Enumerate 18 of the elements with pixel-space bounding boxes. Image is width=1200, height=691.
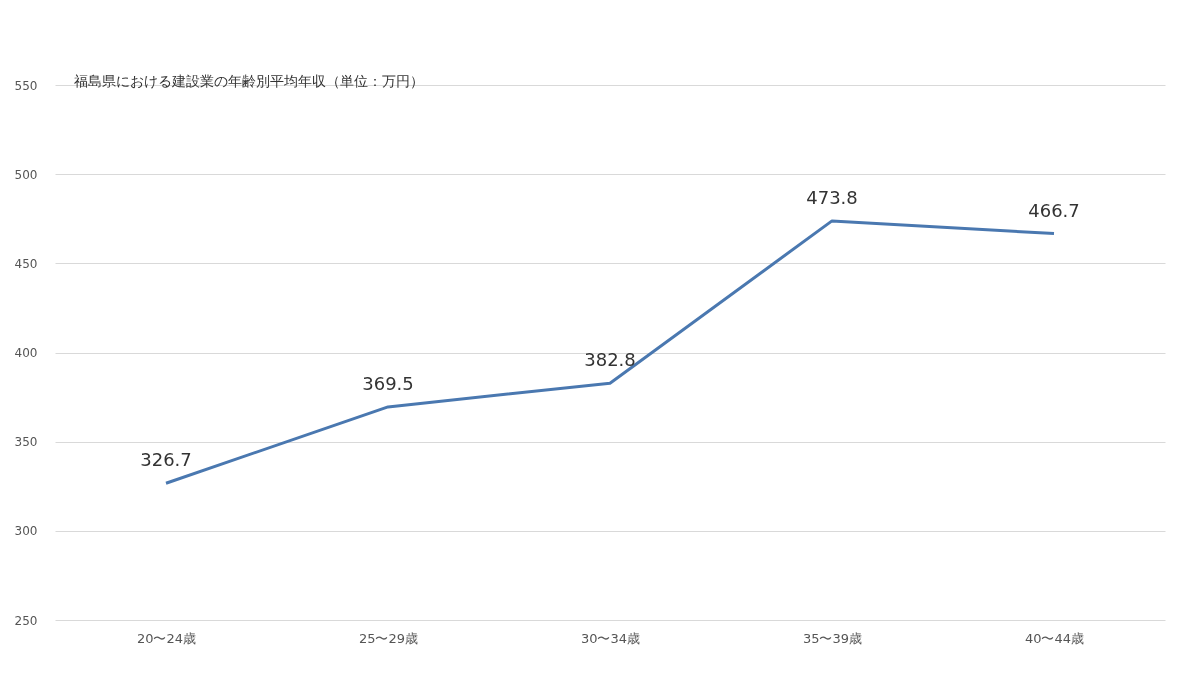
x-tick-label: 30〜34歳 bbox=[580, 630, 641, 646]
y-tick-label: 250 bbox=[14, 613, 38, 628]
y-tick-label: 550 bbox=[14, 78, 38, 93]
data-label: 473.8 bbox=[806, 186, 858, 208]
data-label: 326.7 bbox=[140, 449, 192, 471]
y-tick-label: 350 bbox=[14, 435, 38, 450]
y-tick-label: 450 bbox=[14, 256, 38, 271]
chart-title: 福島県における建設業の年齢別平均年収（単位：万円） bbox=[74, 73, 425, 89]
x-tick-label: 35〜39歳 bbox=[802, 630, 863, 646]
x-tick-label: 20〜24歳 bbox=[136, 630, 197, 646]
x-tick-label: 40〜44歳 bbox=[1024, 630, 1085, 646]
y-tick-label: 500 bbox=[14, 167, 38, 182]
data-label: 369.5 bbox=[362, 372, 414, 394]
data-label: 382.8 bbox=[584, 349, 636, 371]
x-tick-label: 25〜29歳 bbox=[358, 630, 419, 646]
y-tick-label: 300 bbox=[14, 524, 38, 539]
data-label: 466.7 bbox=[1028, 199, 1080, 221]
y-tick-label: 400 bbox=[14, 346, 38, 360]
